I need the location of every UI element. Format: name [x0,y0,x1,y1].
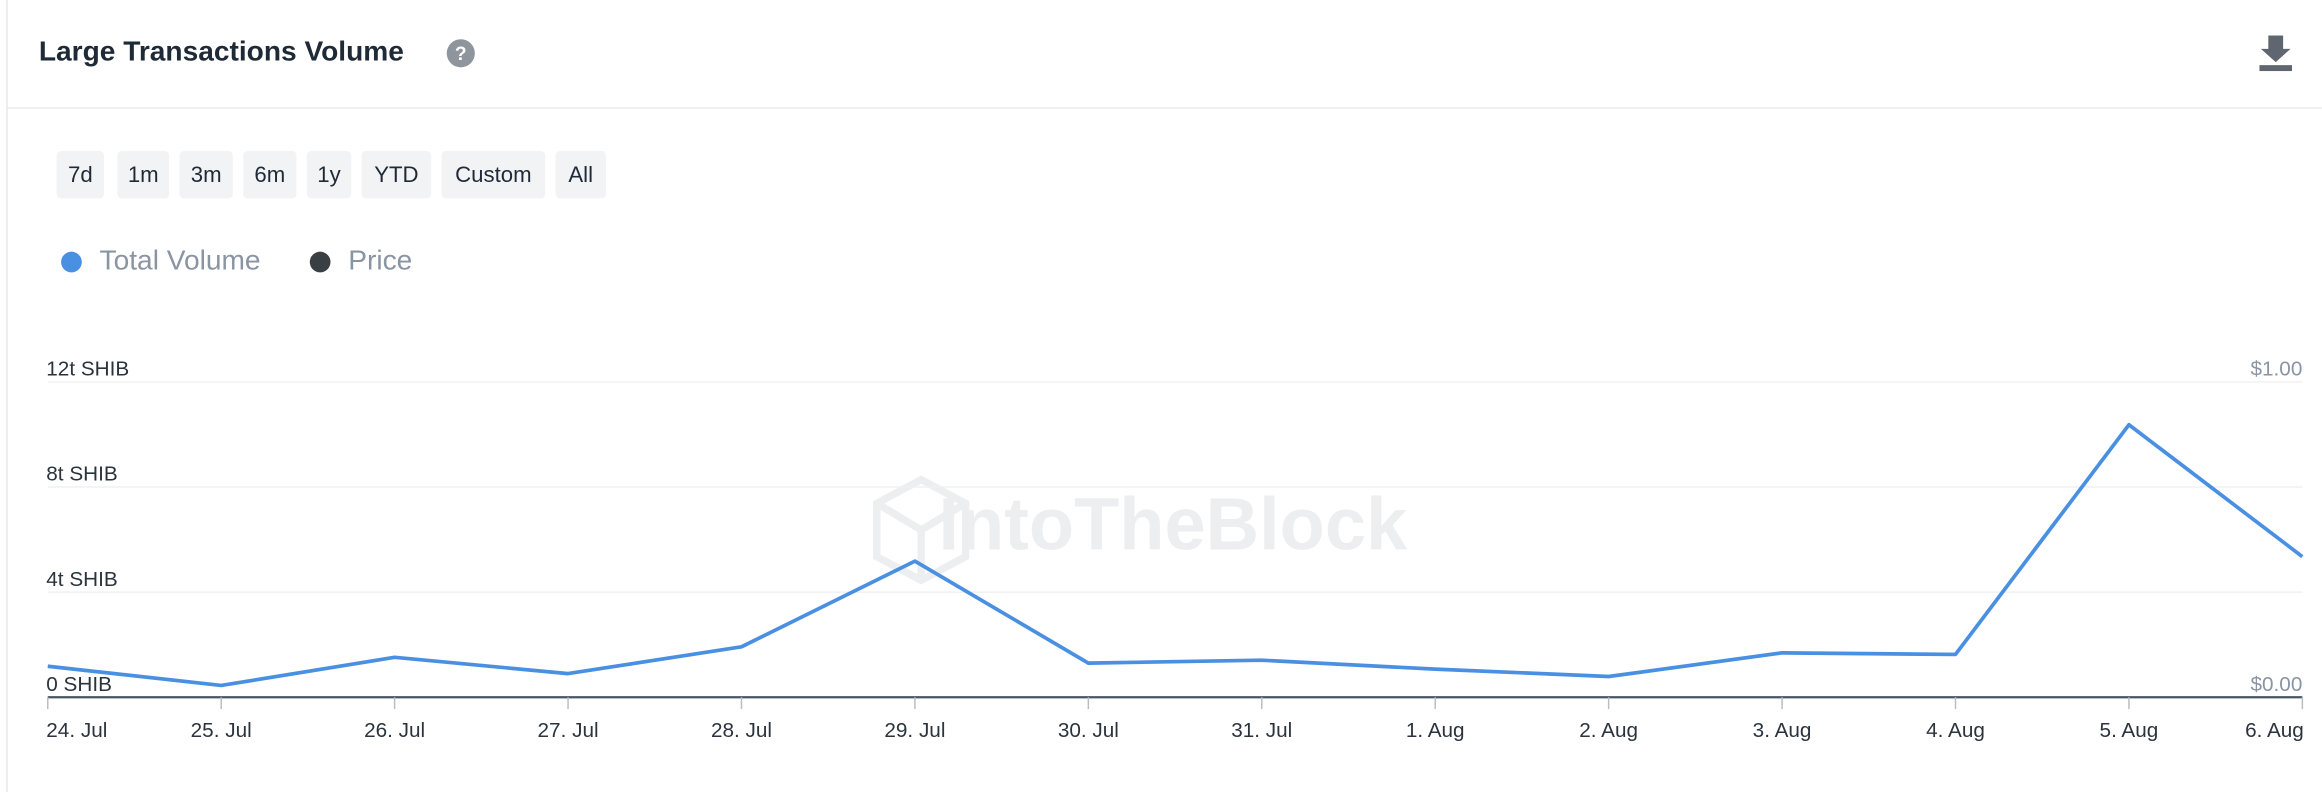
y-tick-label: 12t SHIB [46,358,129,381]
x-tick-label: 30. Jul [1058,719,1119,742]
range-button-label[interactable]: Custom [455,162,531,187]
x-tick-label: 27. Jul [538,719,599,742]
range-button[interactable] [306,150,352,199]
x-tick-label: 3. Aug [1753,719,1812,742]
x-tick-label: 24. Jul [46,719,107,742]
help-icon[interactable]: ? [446,39,475,68]
download-icon[interactable] [2259,35,2293,72]
x-tick-label: 1. Aug [1406,719,1465,742]
x-tick-label: 5. Aug [2100,719,2159,742]
range-button[interactable] [56,150,105,199]
range-button-label[interactable]: 7d [68,162,93,187]
card [6,0,2322,792]
y2-tick-label: $0.00 [2251,673,2303,696]
range-button-label[interactable]: 6m [254,162,285,187]
y2-tick-label: $1.00 [2251,358,2303,381]
watermark: IntoTheBlock [938,483,1408,566]
legend-marker[interactable] [309,251,331,273]
range-button[interactable] [117,150,170,199]
x-tick-label: 26. Jul [364,719,425,742]
svg-text:?: ? [455,44,467,65]
x-tick-label: 31. Jul [1231,719,1292,742]
x-tick-label: 6. Aug [2245,719,2304,742]
range-button[interactable] [179,150,233,199]
range-button-label[interactable]: 3m [191,162,222,187]
legend-label[interactable]: Total Volume [100,244,261,275]
range-button[interactable] [441,150,546,199]
y-tick-label: 4t SHIB [46,568,117,591]
chart-title: Large Transactions Volume [39,36,404,67]
legend-label[interactable]: Price [348,244,412,275]
x-tick-label: 25. Jul [191,719,252,742]
data-line [47,422,2304,688]
y-tick-label: 8t SHIB [46,463,117,486]
range-button-label[interactable]: 1y [317,162,341,187]
x-tick-label: 28. Jul [711,719,772,742]
legend-marker[interactable] [61,251,82,273]
range-button-label[interactable]: 1m [128,162,159,187]
range-button[interactable] [243,150,297,199]
x-tick-label: 29. Jul [884,719,945,742]
range-button[interactable] [361,150,432,199]
y-tick-label: 0 SHIB [46,673,112,696]
watermark-logo [873,475,970,585]
x-tick-label: 2. Aug [1579,719,1638,742]
range-button-label[interactable]: All [568,162,593,187]
range-button-label[interactable]: YTD [374,162,418,187]
range-button[interactable] [555,150,606,199]
x-tick-label: 4. Aug [1926,719,1985,742]
